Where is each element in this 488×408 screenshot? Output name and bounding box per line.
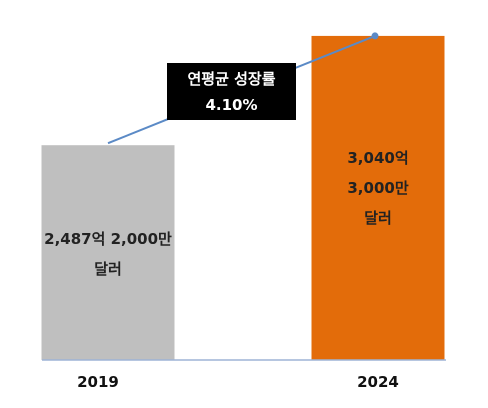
trend-dot <box>371 32 379 40</box>
annotation: 연평균 성장률 4.10% <box>167 63 296 120</box>
value-label: 2,487억 2,000만 달러 <box>44 230 172 278</box>
x-tick-label: 2019 <box>77 373 119 391</box>
bar <box>311 35 445 361</box>
x-tick-label: 2024 <box>357 373 399 391</box>
bar <box>41 145 175 360</box>
value-label: 3,040억 3,000만 달러 <box>347 148 409 227</box>
